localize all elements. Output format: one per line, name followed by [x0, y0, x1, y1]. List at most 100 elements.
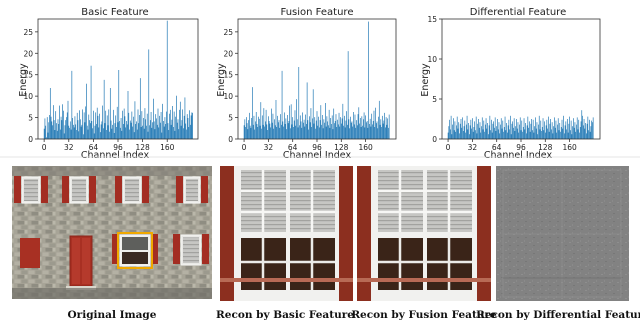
bar: [363, 112, 365, 139]
bar: [525, 133, 527, 139]
bar: [283, 126, 284, 139]
bar: [328, 125, 329, 139]
bar: [543, 130, 545, 139]
bar: [345, 120, 347, 139]
x-tick-label: 128: [538, 143, 553, 152]
bar: [538, 115, 540, 139]
bar: [292, 117, 294, 139]
bar: [591, 120, 592, 139]
x-axis: 0 32 64 96 128 160: [42, 139, 175, 152]
bar: [132, 126, 133, 139]
bar: [119, 127, 121, 139]
y-tick-label: 20: [223, 49, 233, 58]
bar: [73, 127, 75, 139]
bar: [166, 111, 167, 139]
bar: [344, 115, 345, 139]
y-tick-label: 25: [223, 28, 233, 37]
bar: [571, 134, 573, 139]
y-tick-label: 5: [432, 95, 437, 104]
bar: [508, 119, 510, 139]
bar: [115, 115, 117, 139]
bar: [592, 122, 593, 139]
bar: [384, 112, 385, 139]
bar: [169, 109, 171, 139]
bar: [504, 116, 506, 139]
bar: [302, 112, 303, 139]
bar: [471, 128, 472, 139]
bar: [48, 122, 50, 139]
bar: [365, 115, 366, 139]
bar: [589, 131, 591, 139]
bar: [309, 122, 311, 139]
bar: [277, 122, 279, 139]
bar: [540, 120, 542, 139]
bar: [377, 128, 379, 139]
bar: [164, 117, 166, 139]
bar: [157, 108, 159, 139]
roof-edge: [12, 166, 212, 176]
bar: [266, 124, 268, 139]
x-tick-label: 0: [446, 143, 451, 152]
x-tick-label: 160: [160, 143, 175, 152]
bar: [347, 51, 349, 139]
bar: [462, 131, 464, 139]
bar: [93, 133, 95, 139]
bar: [272, 113, 274, 139]
bar: [252, 87, 253, 139]
bar: [77, 120, 79, 139]
bar: [133, 132, 135, 139]
bar: [104, 123, 106, 139]
bar: [586, 123, 588, 139]
bar: [528, 127, 529, 139]
y-tick-label: 0: [432, 135, 437, 144]
bar: [106, 130, 107, 139]
bar: [489, 115, 491, 139]
x-tick-label: 64: [89, 143, 99, 152]
x-tick-label: 128: [135, 143, 150, 152]
bar: [191, 112, 193, 139]
bar: [453, 118, 454, 139]
bar: [497, 129, 499, 139]
y-tick-label: 10: [427, 55, 437, 64]
bar: [282, 121, 284, 139]
bar: [312, 118, 313, 139]
bar: [290, 104, 292, 139]
bar: [349, 128, 350, 139]
y-tick-label: 25: [23, 28, 33, 37]
bar: [100, 124, 102, 139]
highlight-box: [117, 232, 153, 269]
bar: [347, 124, 348, 139]
bar: [525, 123, 526, 139]
bar: [97, 115, 99, 139]
bar: [592, 117, 594, 139]
bar: [468, 123, 469, 139]
bar: [92, 128, 93, 139]
y-axis: 0 5 10 15 20 25: [23, 28, 38, 144]
bar: [475, 130, 476, 139]
bar: [280, 114, 281, 139]
bar: [512, 121, 513, 139]
x-tick-label: 96: [113, 143, 123, 152]
bar: [99, 113, 100, 139]
bar: [325, 126, 327, 139]
bar: [584, 128, 586, 139]
bar: [269, 123, 271, 139]
bar: [494, 127, 495, 139]
bar: [135, 124, 137, 139]
bar: [529, 131, 531, 139]
bar: [373, 110, 375, 139]
bar: [351, 121, 353, 139]
bar: [123, 124, 124, 139]
bar: [321, 124, 322, 139]
bar: [278, 120, 280, 139]
bar: [535, 117, 536, 139]
bar: [284, 124, 286, 139]
bar: [75, 124, 77, 139]
bar: [178, 129, 180, 139]
bar: [542, 118, 544, 139]
bar: [146, 125, 147, 139]
bar: [388, 127, 389, 139]
bar: [338, 112, 340, 139]
bar: [177, 119, 179, 139]
